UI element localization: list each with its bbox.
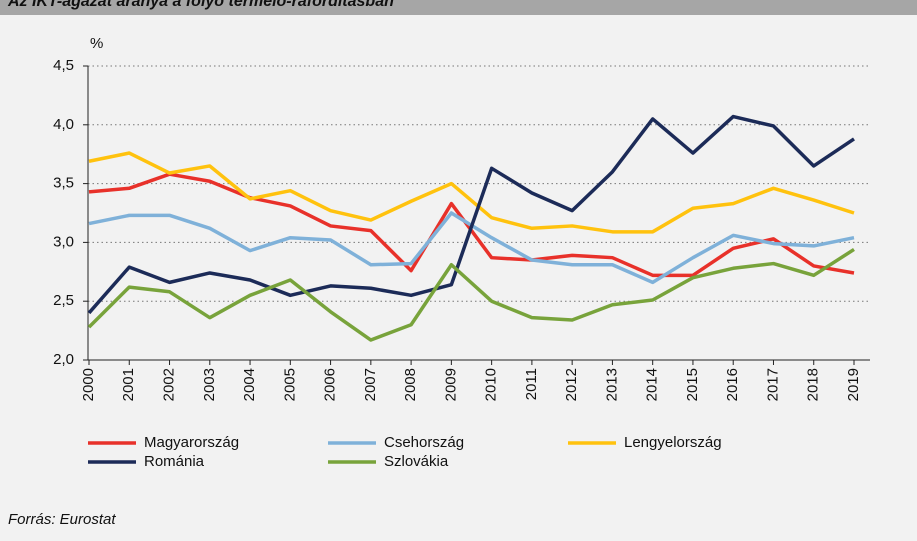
x-tick-label: 2018 xyxy=(805,368,822,401)
x-tick-label: 2017 xyxy=(764,368,781,401)
x-tick-label: 2013 xyxy=(603,368,620,401)
x-tick-label: 2005 xyxy=(281,368,298,401)
x-tick-label: 2007 xyxy=(362,368,379,401)
x-tick-label: 2019 xyxy=(845,368,862,401)
x-tick-label: 2002 xyxy=(160,368,177,401)
y-tick-label: 2,0 xyxy=(53,351,74,368)
chart-title: Az IKT-ágazat aránya a folyó termelő-ráf… xyxy=(7,0,394,10)
x-tick-label: 2000 xyxy=(80,368,97,401)
y-tick-label: 3,5 xyxy=(53,175,74,192)
x-tick-label: 2011 xyxy=(523,368,540,400)
y-tick-label: 4,0 xyxy=(53,116,74,133)
legend-label: Lengyelország xyxy=(624,434,722,451)
y-tick-label: 4,5 xyxy=(53,57,74,74)
source-note: Forrás: Eurostat xyxy=(8,511,116,528)
legend-label: Csehország xyxy=(384,434,464,451)
x-tick-label: 2004 xyxy=(241,368,258,401)
x-tick-label: 2015 xyxy=(684,368,701,401)
y-axis-unit: % xyxy=(90,35,103,52)
legend-label: Románia xyxy=(144,453,205,470)
y-tick-label: 2,5 xyxy=(53,292,74,309)
x-tick-label: 2016 xyxy=(724,368,741,401)
series-line xyxy=(87,247,855,342)
x-tick-label: 2008 xyxy=(402,368,419,401)
y-tick-label: 3,0 xyxy=(53,233,74,250)
series-line xyxy=(87,114,855,315)
x-tick-label: 2012 xyxy=(563,368,580,401)
series-line xyxy=(88,151,855,234)
x-tick-label: 2006 xyxy=(322,368,339,401)
legend-label: Magyarország xyxy=(144,434,239,451)
x-tick-label: 2001 xyxy=(120,368,137,401)
x-tick-label: 2003 xyxy=(201,368,218,401)
legend-label: Szlovákia xyxy=(384,453,449,470)
x-tick-label: 2009 xyxy=(442,368,459,401)
header-bar xyxy=(0,0,917,15)
x-tick-label: 2010 xyxy=(483,368,500,401)
x-tick-label: 2014 xyxy=(644,368,661,401)
